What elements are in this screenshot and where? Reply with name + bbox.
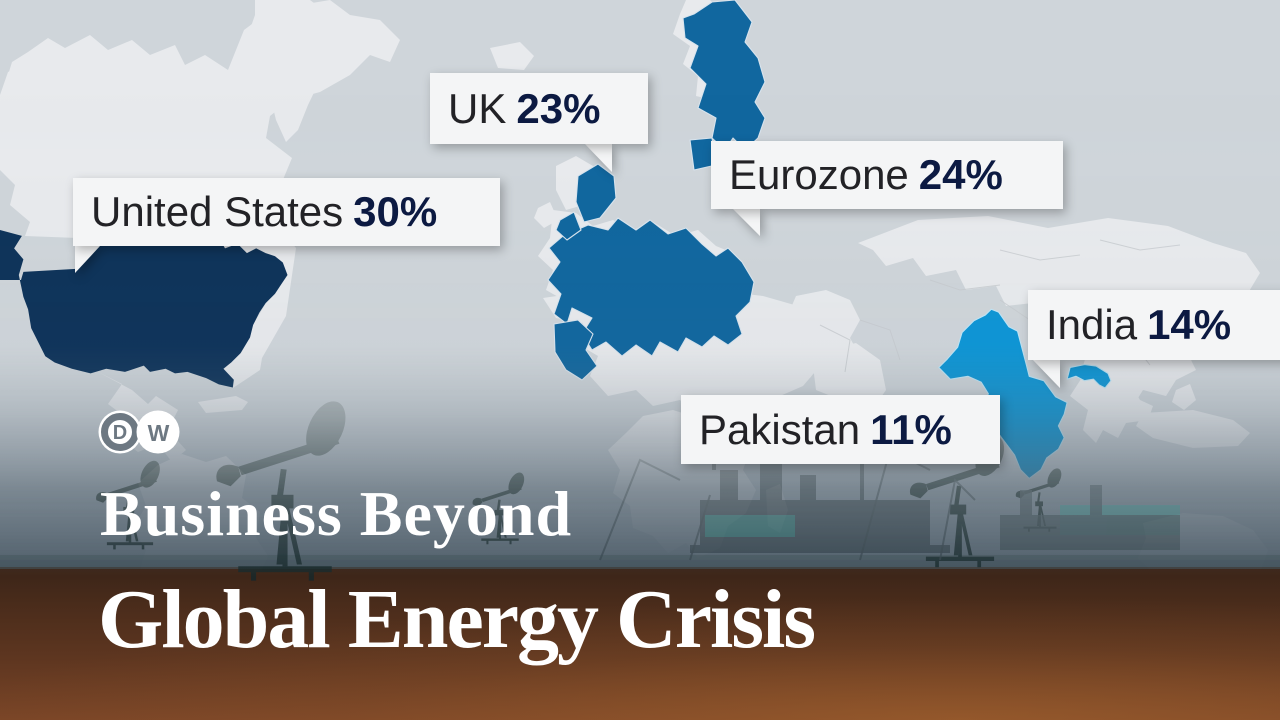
svg-text:D: D [113, 422, 127, 444]
svg-text:W: W [148, 420, 170, 446]
